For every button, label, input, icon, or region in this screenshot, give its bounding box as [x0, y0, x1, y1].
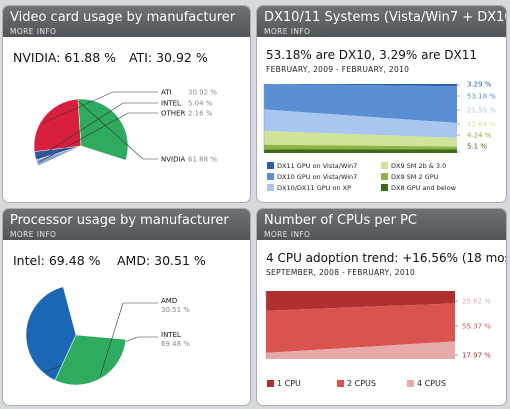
legend-label: DX9 SM 2 GPU	[391, 173, 439, 181]
legend-swatch	[381, 184, 388, 191]
slice-label-intel: INTEL	[161, 100, 181, 108]
legend-swatch	[267, 162, 274, 169]
cpu-count-panel: Number of CPUs per PC MORE INFO 4 CPU ad…	[256, 208, 507, 406]
legend-label: 4 CPUS	[417, 379, 446, 388]
slice-value-nvidia: 61.88 %	[188, 156, 217, 164]
processor-panel: Processor usage by manufacturer MORE INF…	[2, 208, 251, 406]
area-dx8-gpu-and-below	[264, 149, 457, 153]
pie-slice-amd	[54, 334, 127, 386]
end-label-2-cpus: 55.37 %	[462, 323, 491, 331]
area-dx11-gpu-on-vista-win7	[264, 84, 457, 87]
dx-area-chart: 3.29 % 53.18 % 21.55 % 12.64 % 4.24 % 5.1 %	[263, 81, 496, 153]
legend-swatch	[267, 380, 274, 387]
legend-label: 2 CPUS	[347, 379, 376, 388]
legend-item-4-cpus: 4 CPUS	[407, 379, 446, 388]
intel-stat: Intel: 69.48 %	[13, 253, 101, 268]
legend-item-dx10-dx11-gpu-on-xp: DX10/DX11 GPU on XP	[267, 184, 351, 192]
area-dx10-dx11-gpu-on-xp	[264, 109, 457, 138]
cpu-count-area-chart: 17.97 % 55.37 % 25.62 %	[265, 291, 491, 360]
legend-item-dx8-gpu-and-below: DX8 GPU and below	[381, 184, 456, 192]
legend-label: DX10 GPU on Vista/Win7	[277, 173, 358, 181]
end-label-dx10-gpu-on-vista-win7: 53.18 %	[467, 93, 496, 101]
area-4-cpus	[266, 341, 455, 359]
slice-label-nvidia: NVIDIA	[161, 156, 186, 164]
legend-item-2-cpus: 2 CPUS	[337, 379, 376, 388]
end-label-1-cpu: 17.97 %	[462, 352, 491, 360]
more-info-link[interactable]: MORE INFO	[264, 27, 311, 36]
leader-line	[42, 91, 158, 124]
area-dx9-sm-2-gpu	[264, 144, 457, 150]
panel-title: DX10/11 Systems (Vista/Win7 + DX10/11 GP…	[264, 10, 506, 25]
slice-label-ati: ATI	[161, 89, 172, 97]
area-dx10-gpu-on-vista-win7	[264, 84, 457, 123]
legend-swatch	[407, 380, 414, 387]
slice-value-intel: 69.48 %	[161, 340, 190, 348]
legend-swatch	[337, 380, 344, 387]
slice-label-intel: INTEL	[161, 331, 181, 339]
legend-label: DX11 GPU on Vista/Win7	[277, 162, 358, 170]
panel-title: Processor usage by manufacturer	[10, 213, 229, 228]
panel-header: Processor usage by manufacturer MORE INF…	[3, 209, 250, 240]
legend-swatch	[267, 173, 274, 180]
slice-value-ati: 30.92 %	[188, 89, 217, 97]
panel-header: DX10/11 Systems (Vista/Win7 + DX10/11 GP…	[257, 6, 506, 37]
legend-item-dx9-sm-2b-3-0: DX9 SM 2b & 3.0	[381, 162, 446, 170]
more-info-link[interactable]: MORE INFO	[10, 27, 57, 36]
legend-label: DX9 SM 2b & 3.0	[391, 162, 447, 170]
end-label-dx11-gpu-on-vista-win7: 3.29 %	[467, 81, 492, 89]
video-card-panel: Video card usage by manufacturer MORE IN…	[2, 5, 251, 203]
end-label-dx9-sm-2b-3-0: 12.64 %	[467, 121, 496, 129]
panel-title: Video card usage by manufacturer	[10, 10, 236, 25]
dx-systems-panel: DX10/11 Systems (Vista/Win7 + DX10/11 GP…	[256, 5, 507, 203]
legend-swatch	[381, 173, 388, 180]
more-info-link[interactable]: MORE INFO	[264, 230, 311, 239]
dx-legend: DX11 GPU on Vista/Win7 DX10 GPU on Vista/…	[267, 162, 503, 198]
leader-line	[38, 112, 158, 163]
legend-label: 1 CPU	[277, 379, 301, 388]
legend-item-dx10-gpu-on-vista-win7: DX10 GPU on Vista/Win7	[267, 173, 357, 181]
slice-label-other: OTHER	[161, 110, 185, 118]
amd-stat: AMD: 30.51 %	[117, 253, 206, 268]
slice-value-other: 2.16 %	[188, 110, 213, 118]
legend-item-dx9-sm-2-gpu: DX9 SM 2 GPU	[381, 173, 438, 181]
panel-header: Number of CPUs per PC MORE INFO	[257, 209, 506, 240]
panel-header: Video card usage by manufacturer MORE IN…	[3, 6, 250, 37]
leader-line	[37, 102, 158, 159]
chart-period: SEPTEMBER, 2008 - FEBRUARY, 2010	[266, 268, 416, 277]
legend-item-1-cpu: 1 CPU	[267, 379, 301, 388]
leader-line	[99, 302, 158, 377]
leader-line	[78, 100, 158, 160]
legend-label: DX10/DX11 GPU on XP	[277, 184, 352, 192]
legend-swatch	[267, 184, 274, 191]
legend-label: DX8 GPU and below	[391, 184, 456, 192]
area-dx9-sm-2b-3-0	[264, 130, 457, 147]
gpu-pie-chart: NVIDIA 61.88 % ATI 30.92 % INTEL 5.04 %OTHER 2…	[33, 89, 217, 167]
legend-item-dx11-gpu-on-vista-win7: DX11 GPU on Vista/Win7	[267, 162, 357, 170]
end-label-dx8-gpu-and-below: 5.1 %	[467, 143, 487, 151]
end-label-dx10-dx11-gpu-on-xp: 21.55 %	[467, 107, 496, 115]
slice-label-amd: AMD	[161, 297, 177, 305]
legend-swatch	[381, 162, 388, 169]
end-label-dx9-sm-2-gpu: 4.24 %	[467, 132, 492, 140]
ati-stat: ATI: 30.92 %	[129, 50, 208, 65]
panel-title: Number of CPUs per PC	[264, 213, 417, 228]
nvidia-stat: NVIDIA: 61.88 %	[13, 50, 117, 65]
chart-headline: 53.18% are DX10, 3.29% are DX11	[266, 48, 478, 62]
area-1-cpu	[266, 291, 455, 311]
chart-headline: 4 CPU adoption trend: +16.56% (18 mos)	[266, 251, 507, 265]
cpu-count-legend: 1 CPU 2 CPUS 4 CPUS	[267, 379, 503, 393]
chart-period: FEBRUARY, 2009 - FEBRUARY, 2010	[266, 65, 410, 74]
pie-slice-other	[35, 145, 82, 167]
end-label-4-cpus: 25.62 %	[462, 298, 491, 306]
slice-value-intel: 5.04 %	[188, 100, 213, 108]
area-2-cpus	[266, 303, 455, 353]
more-info-link[interactable]: MORE INFO	[10, 230, 57, 239]
slice-value-amd: 30.51 %	[161, 306, 190, 314]
